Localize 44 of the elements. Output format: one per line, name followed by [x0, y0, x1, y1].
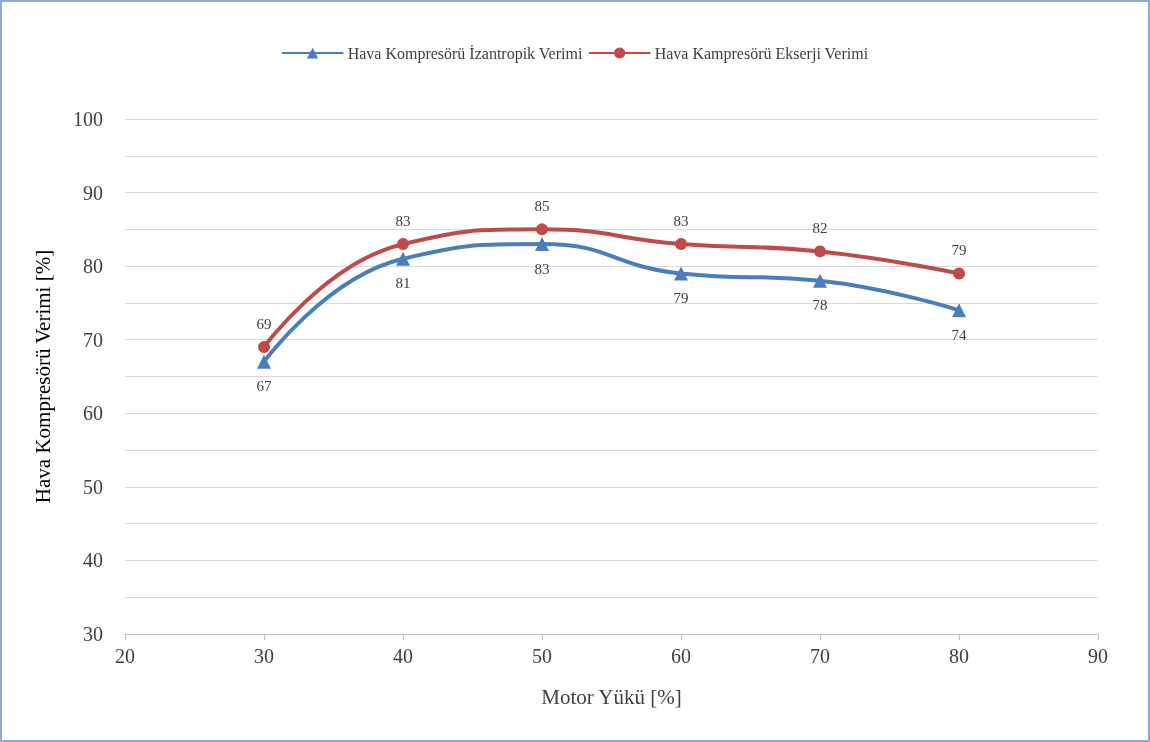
data-label: 79 — [951, 242, 967, 258]
data-label: 85 — [534, 197, 550, 214]
y-tick-label: 80 — [83, 255, 103, 278]
data-label: 79 — [673, 290, 689, 306]
data-label: 69 — [256, 315, 272, 332]
data-label: 82 — [812, 219, 828, 236]
x-tick-label: 50 — [532, 645, 552, 667]
data-label: 83 — [395, 212, 411, 229]
point — [396, 251, 410, 266]
y-tick-label: 60 — [83, 402, 103, 425]
point — [953, 267, 965, 280]
x-axis-title: Motor Yükü [%] — [541, 684, 682, 709]
point — [814, 245, 826, 258]
point — [535, 237, 549, 252]
y-tick-label: 30 — [83, 623, 103, 645]
y-tick-label: 50 — [83, 475, 103, 498]
point — [674, 266, 688, 281]
data-label: 74 — [951, 326, 967, 343]
y-tick-label: 100 — [73, 108, 103, 130]
data-label: 83 — [534, 260, 550, 277]
y-tick-label: 90 — [83, 181, 103, 204]
y-tick-label: 70 — [83, 328, 103, 351]
point — [813, 273, 827, 288]
point — [536, 223, 548, 236]
data-label: 67 — [256, 378, 272, 395]
y-axis-title: Hava Kompresörü Verimi [%] — [30, 249, 55, 504]
x-tick-label: 20 — [115, 645, 135, 667]
x-tick-label: 80 — [949, 645, 969, 667]
legend-label: Hava Kampresörü Ekserji Verimi — [654, 44, 869, 63]
x-tick-label: 90 — [1088, 645, 1108, 667]
point — [257, 354, 271, 369]
data-label: 81 — [395, 275, 411, 292]
x-tick-label: 70 — [810, 645, 830, 667]
point — [397, 238, 409, 251]
x-tick-label: 30 — [254, 645, 274, 667]
y-tick-label: 40 — [83, 549, 103, 572]
data-label: 83 — [673, 212, 689, 229]
legend-label: Hava Kompresörü İzantropik Verimi — [347, 44, 583, 63]
point — [675, 238, 687, 251]
point — [952, 303, 966, 318]
point — [258, 341, 270, 354]
x-tick-label: 60 — [671, 645, 691, 667]
data-label: 78 — [812, 297, 828, 314]
x-tick-label: 40 — [393, 645, 413, 667]
